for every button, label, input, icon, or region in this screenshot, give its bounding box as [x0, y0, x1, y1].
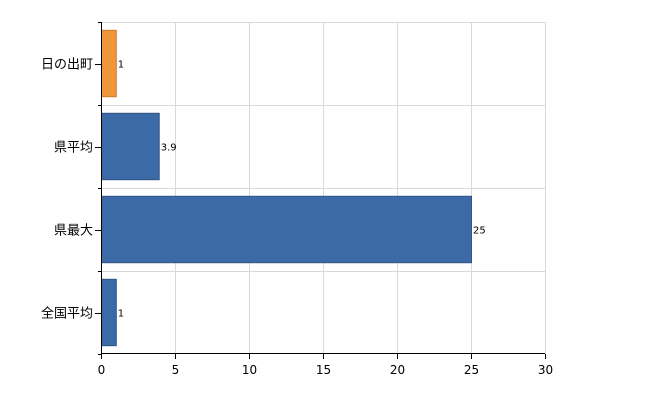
- x-tick-label: 20: [390, 363, 405, 377]
- y-tick-label: 日の出町: [41, 58, 93, 73]
- bar: [101, 112, 160, 181]
- x-tick-label: 10: [242, 363, 257, 377]
- data-label: 25: [473, 226, 486, 237]
- x-tick-label: 15: [316, 363, 331, 377]
- data-label: 1: [118, 309, 124, 320]
- data-label: 3.9: [161, 143, 177, 154]
- bars: [101, 29, 472, 347]
- axes: [95, 22, 546, 359]
- y-tick-label: 県平均: [54, 141, 93, 156]
- grid-lines: [101, 22, 546, 354]
- x-tick-label: 30: [538, 363, 553, 377]
- bar: [101, 29, 117, 98]
- bar: [101, 195, 472, 264]
- bar: [101, 278, 117, 347]
- y-tick-label: 県最大: [54, 224, 93, 239]
- x-tick-label: 0: [98, 363, 106, 377]
- x-tick-label: 5: [172, 363, 180, 377]
- x-tick-label: 25: [464, 363, 479, 377]
- data-label: 1: [118, 60, 124, 71]
- labels: 0 5 10 15 20 25 30 日の出町 1 県平均 3.9 県最大 25 全国平均 1: [41, 58, 553, 378]
- y-tick-label: 全国平均: [41, 306, 93, 322]
